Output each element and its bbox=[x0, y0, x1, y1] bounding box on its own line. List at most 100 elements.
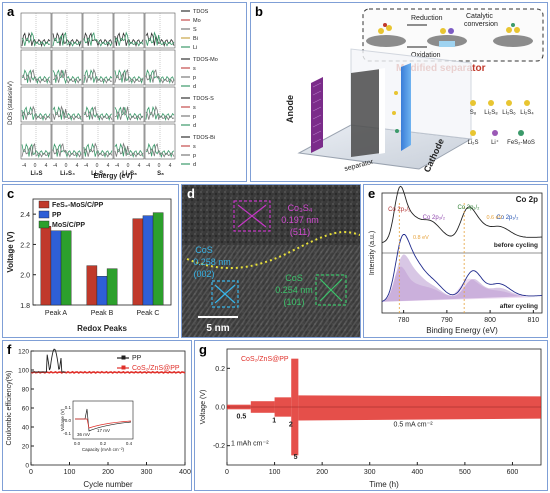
c-ytick-label: 2.2 bbox=[20, 242, 30, 249]
dos-curve bbox=[145, 32, 175, 48]
b-legend-marker bbox=[492, 130, 498, 136]
dos-column-label: S₈ bbox=[157, 171, 164, 177]
e-xlabel: Binding Energy (eV) bbox=[426, 326, 498, 335]
panel-label-e: e bbox=[368, 186, 376, 201]
dos-legend-label: S bbox=[193, 27, 197, 33]
c-bar bbox=[142, 215, 154, 306]
f-ylabel: Coulombic efficiency(%) bbox=[6, 371, 13, 446]
dos-legend-label: Bi bbox=[193, 36, 198, 42]
panel-label-d: d bbox=[187, 186, 195, 201]
dos-tick-label: -4 bbox=[22, 163, 27, 169]
f-ytick-label: 0 bbox=[25, 463, 29, 470]
c-bar bbox=[132, 218, 144, 306]
cos2-label: Co₃S₄ bbox=[288, 203, 313, 213]
f-inset-frame bbox=[72, 400, 134, 440]
e-curve-label: after cycling bbox=[500, 303, 538, 310]
cos2-spacing: 0.197 nm bbox=[281, 215, 319, 225]
g-xtick-label: 300 bbox=[364, 469, 376, 476]
c-ytick-label: 2.0 bbox=[20, 273, 30, 280]
e-ylabel: Intensity (a.u.) bbox=[369, 231, 376, 275]
panel-label-b: b bbox=[255, 4, 263, 19]
panel-label-a: a bbox=[7, 4, 15, 19]
b-legend-label: FeS₂-MoS bbox=[507, 140, 535, 146]
g-capacity-label: 1 mAh cm⁻² bbox=[231, 441, 269, 448]
b-legend-marker bbox=[470, 100, 476, 106]
separator-coating bbox=[379, 68, 385, 154]
f-legend-marker bbox=[121, 355, 126, 360]
dos-tick-label: 0 bbox=[158, 163, 161, 169]
b-legend-marker bbox=[488, 100, 494, 106]
g-ytick-label: 0.2 bbox=[215, 366, 225, 373]
f-legend-label: CoS₂/ZnS@PP bbox=[132, 365, 180, 372]
c-legend-label: PP bbox=[52, 212, 62, 219]
dos-tick-label: 0 bbox=[127, 163, 130, 169]
g-current-label: 0.5 mA cm⁻² bbox=[394, 421, 434, 428]
c-bar bbox=[96, 276, 108, 306]
g-xtick-label: 500 bbox=[459, 469, 471, 476]
f-inset-xlabel: Capacity (mAh cm⁻²) bbox=[82, 447, 125, 452]
e-xtick-label: 800 bbox=[484, 317, 496, 324]
dos-tick-label: 4 bbox=[107, 163, 110, 169]
dos-tick-label: 4 bbox=[169, 163, 172, 169]
g-xlabel: Time (h) bbox=[369, 480, 399, 489]
dos-tick-label: 4 bbox=[45, 163, 48, 169]
panel-f: f 0 100 200 300 400 0 20 40 60 80 100 120 PP CoS₂/ZnS… bbox=[2, 340, 192, 491]
b-legend-label: Li⁺ bbox=[491, 139, 499, 146]
b-legend-marker bbox=[506, 100, 512, 106]
e-peak-label: Co 2p₃/₂ bbox=[388, 207, 411, 213]
dos-legend-label: p bbox=[193, 114, 196, 120]
c-bar bbox=[152, 212, 164, 306]
b-legend-label: Li₂S₄ bbox=[520, 110, 534, 116]
panel-d: Co₃S₄ 0.197 nm (511) CoS 0.258 nm (002) … bbox=[181, 184, 361, 338]
panel-b: b Reduction Oxidation Catalyti bbox=[250, 2, 548, 182]
anode-stripe bbox=[312, 122, 322, 128]
f-legend-marker bbox=[121, 365, 126, 370]
scale-bar-label: 5 nm bbox=[206, 323, 229, 334]
e-peak-label: Co 2p₃/₂ bbox=[423, 215, 446, 221]
e-fit-fill-after bbox=[382, 254, 542, 302]
reduction-label: Reduction bbox=[411, 15, 443, 22]
f-inset-ytick-label: 0.0 bbox=[65, 418, 72, 423]
voltage-time-chart: 0 100 200 300 400 500 600 -0.2 0.0 0.2 CoS₂/ZnS@PP… bbox=[200, 348, 542, 489]
dos-curve bbox=[52, 105, 82, 121]
f-legend-label: PP bbox=[132, 355, 142, 362]
anode-stripe bbox=[312, 98, 322, 104]
dos-legend-label: TDOS-S bbox=[193, 96, 214, 102]
e-peak-label: Co 2p₁/₂ bbox=[457, 205, 480, 211]
panel-a: a DOS (states/eV) Energy (eV) -4 0 4 Li₂S -4… bbox=[2, 2, 247, 182]
g-ylabel: Voltage (V) bbox=[200, 390, 207, 425]
f-inset-curve bbox=[75, 408, 132, 432]
c-legend-swatch bbox=[38, 200, 50, 209]
c-bar bbox=[106, 268, 118, 306]
g-xtick-label: 100 bbox=[269, 469, 281, 476]
panel-c: c 1.8 2.0 2.2 2.4 Peak A Peak B Peak C Redox Pe… bbox=[2, 184, 179, 338]
dos-column-label: Li₂S₈ bbox=[122, 171, 137, 177]
g-rate-label: 0.5 bbox=[237, 414, 247, 421]
dos-legend-label: Mo bbox=[193, 18, 201, 24]
g-xtick-label: 600 bbox=[507, 469, 519, 476]
catalyst-surface-2 bbox=[427, 28, 467, 47]
b-legend-label: Li₂S₈ bbox=[484, 110, 498, 116]
separator-membrane bbox=[351, 69, 381, 157]
f-inset-ytick-label: 0.1 bbox=[65, 405, 72, 410]
anode-stripe bbox=[312, 114, 322, 120]
dos-legend-label: s bbox=[193, 66, 196, 72]
f-inset-annotation: 17 mV bbox=[97, 428, 110, 433]
f-line-pp bbox=[31, 348, 66, 373]
g-ytick-label: 0.0 bbox=[215, 405, 225, 412]
dos-tick-label: -4 bbox=[84, 163, 89, 169]
panel-g: g 0 100 200 300 400 500 600 -0.2 0.0 0.2 CoS₂/ZnS@… bbox=[194, 340, 548, 491]
f-inset-curve-red bbox=[75, 418, 132, 429]
dos-legend-label: p bbox=[193, 75, 196, 81]
b-legend-label: Li₂S₆ bbox=[502, 110, 516, 116]
f-inset-ylabel: Voltage (V) bbox=[60, 408, 65, 431]
f-inset-ytick-label: -0.1 bbox=[63, 431, 71, 436]
c-bar bbox=[40, 226, 52, 306]
anode-stripe bbox=[312, 106, 322, 112]
b-legend-marker bbox=[470, 130, 476, 136]
dos-curve bbox=[145, 31, 175, 47]
hrtem-image: Co₃S₄ 0.197 nm (511) CoS 0.258 nm (002) … bbox=[182, 185, 360, 337]
catalytic-label: Catalytic bbox=[466, 13, 493, 20]
panel-e: e 780 790 800 810 Co 2p Co 2p₃/₂ Co 2p₃/₂ Co 2p… bbox=[363, 184, 548, 338]
conversion-label: conversion bbox=[464, 21, 498, 28]
